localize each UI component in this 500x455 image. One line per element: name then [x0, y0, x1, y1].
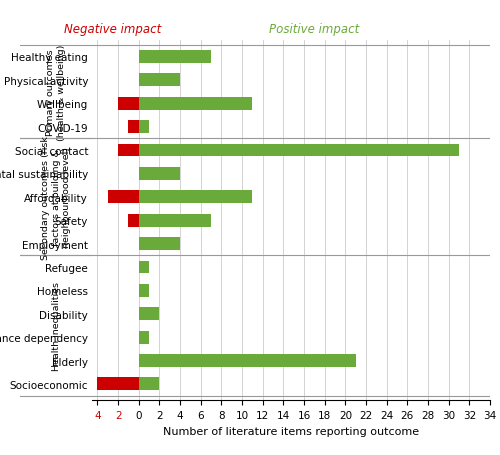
Bar: [139, 74, 180, 87]
Text: Health inequalities: Health inequalities: [52, 281, 60, 370]
Bar: [139, 167, 180, 181]
Bar: [139, 354, 356, 367]
Bar: [128, 121, 139, 134]
Bar: [108, 191, 139, 204]
Text: Secondary outcomes (risk
factors at building &
neighbourhood level): Secondary outcomes (risk factors at buil…: [42, 136, 71, 259]
Text: Negative impact: Negative impact: [64, 23, 162, 36]
Bar: [139, 144, 459, 157]
Bar: [139, 97, 252, 111]
Text: Primary outcomes
(health & wellbeing): Primary outcomes (health & wellbeing): [46, 44, 66, 141]
Bar: [139, 331, 149, 344]
Bar: [139, 238, 180, 250]
Bar: [118, 97, 139, 111]
Text: Positive impact: Positive impact: [270, 23, 360, 36]
Bar: [139, 261, 149, 274]
Bar: [139, 378, 160, 390]
Bar: [139, 308, 160, 320]
Bar: [139, 284, 149, 297]
Bar: [118, 144, 139, 157]
Bar: [98, 378, 139, 390]
Bar: [128, 214, 139, 227]
X-axis label: Number of literature items reporting outcome: Number of literature items reporting out…: [163, 425, 419, 435]
Bar: [139, 191, 252, 204]
Bar: [139, 51, 211, 64]
Bar: [139, 214, 211, 227]
Bar: [139, 121, 149, 134]
